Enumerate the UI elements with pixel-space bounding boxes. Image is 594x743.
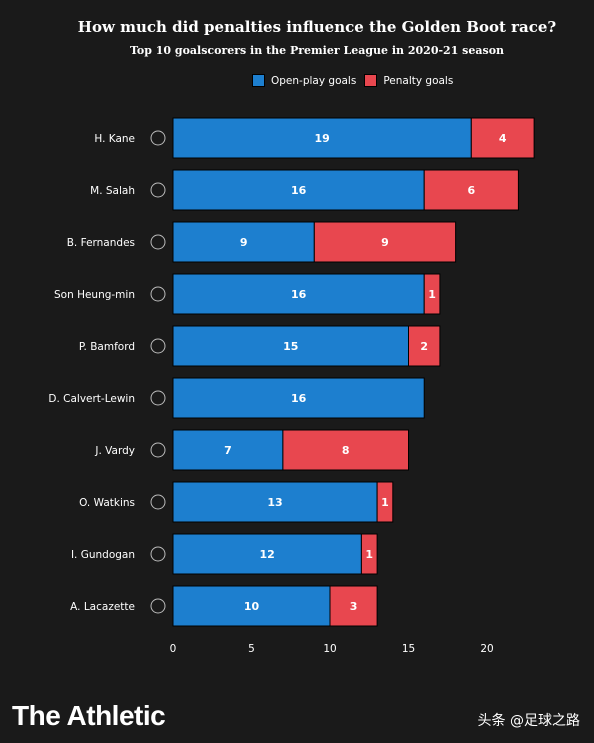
chart-subtitle: Top 10 goalscorers in the Premier League… — [129, 44, 505, 57]
legend-label-open-play: Open-play goals — [271, 74, 357, 87]
bar-value-label: 12 — [260, 548, 275, 561]
man-city-icon — [150, 546, 166, 562]
bar-value-label: 7 — [224, 444, 232, 457]
bar-value-label: 16 — [291, 392, 307, 405]
arsenal-icon — [150, 598, 166, 614]
bar-value-label: 16 — [291, 184, 307, 197]
man-utd-icon — [150, 234, 166, 250]
bar-chart: H. Kane 19 4 M. Salah 16 6 B. Fernandes 9 9 Son H… — [48, 117, 535, 655]
bar-value-label: 13 — [267, 496, 282, 509]
leicester-icon — [150, 442, 166, 458]
bar-value-label: 15 — [283, 340, 298, 353]
legend-swatch-penalty — [364, 74, 378, 87]
liverpool-icon — [150, 182, 166, 198]
everton-icon — [150, 390, 166, 406]
x-tick-label: 5 — [248, 643, 255, 655]
tottenham-icon — [150, 286, 166, 302]
bar-open-play — [172, 377, 425, 419]
bar-value-label: 6 — [467, 184, 475, 197]
player-label: D. Calvert-Lewin — [48, 393, 135, 405]
tottenham-icon — [150, 130, 166, 146]
bar-value-label: 19 — [314, 132, 329, 145]
player-label: A. Lacazette — [70, 601, 135, 613]
bar-value-label: 9 — [240, 236, 248, 249]
player-label: B. Fernandes — [67, 237, 135, 249]
legend: Open-play goals Penalty goals — [252, 74, 461, 87]
brand-logo: The Athletic — [12, 700, 166, 731]
bar-value-label: 10 — [244, 600, 260, 613]
bar-penalty — [376, 481, 394, 523]
bar-penalty — [360, 533, 378, 575]
watermark: 头条 @足球之路 — [477, 713, 580, 729]
player-label: J. Vardy — [94, 445, 135, 457]
bar-open-play — [172, 169, 425, 211]
chart-title: How much did penalties influence the Gol… — [77, 18, 557, 36]
player-label: O. Watkins — [79, 497, 135, 509]
x-tick-label: 10 — [323, 643, 336, 655]
bar-value-label: 3 — [350, 600, 358, 613]
bar-penalty — [423, 169, 519, 211]
player-label: M. Salah — [90, 185, 135, 197]
bar-open-play — [172, 429, 284, 471]
bar-value-label: 1 — [428, 288, 436, 301]
x-tick-label: 0 — [170, 643, 177, 655]
bar-value-label: 4 — [499, 132, 507, 145]
x-tick-label: 15 — [402, 643, 415, 655]
bar-value-label: 16 — [291, 288, 307, 301]
bar-open-play — [172, 481, 378, 523]
bar-open-play — [172, 585, 331, 627]
bar-value-label: 1 — [365, 548, 373, 561]
legend-swatch-open-play — [252, 74, 265, 87]
player-label: I. Gundogan — [71, 549, 135, 561]
bar-value-label: 2 — [420, 340, 428, 353]
bar-penalty — [313, 221, 457, 263]
bar-open-play — [172, 273, 425, 315]
legend-label-penalty: Penalty goals — [383, 74, 454, 87]
bar-value-label: 8 — [342, 444, 350, 457]
bar-penalty — [423, 273, 441, 315]
bar-open-play — [172, 117, 472, 159]
bar-penalty — [329, 585, 378, 627]
bar-open-play — [172, 533, 362, 575]
aston-villa-icon — [150, 494, 166, 510]
player-label: Son Heung-min — [54, 289, 135, 301]
player-label: P. Bamford — [79, 341, 135, 353]
bar-value-label: 9 — [381, 236, 389, 249]
legend-item-penalty: Penalty goals — [364, 74, 453, 87]
legend-item-open-play: Open-play goals — [252, 74, 356, 87]
bar-penalty — [470, 117, 535, 159]
player-label: H. Kane — [94, 133, 135, 145]
leeds-icon — [150, 338, 166, 354]
bar-penalty — [282, 429, 409, 471]
bar-value-label: 1 — [381, 496, 389, 509]
x-tick-label: 20 — [480, 643, 493, 655]
bar-penalty — [408, 325, 441, 367]
